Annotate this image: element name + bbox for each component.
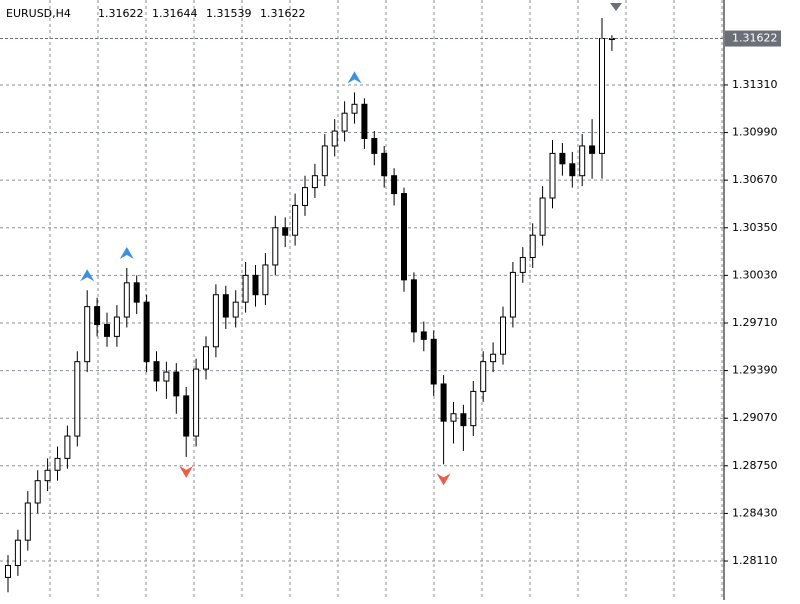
candle-body	[500, 316, 506, 355]
candle-body	[450, 413, 457, 422]
candle-body	[262, 264, 269, 296]
y-tick-label: 1.31310	[732, 78, 778, 91]
header-open: 1.31622	[98, 7, 144, 20]
candle-body	[272, 227, 279, 266]
y-tick-label: 1.29070	[732, 411, 778, 424]
candle-body	[24, 502, 31, 541]
candle-body	[64, 435, 71, 459]
fractal-up-arrow	[119, 246, 134, 259]
candle-body	[331, 130, 338, 147]
candle-body	[14, 539, 21, 566]
candle-body	[44, 469, 51, 482]
candle-body	[321, 145, 328, 177]
y-tick-label: 1.30030	[732, 268, 778, 281]
candle-body	[143, 301, 150, 363]
candle-body	[232, 301, 239, 318]
y-tick-label: 1.30990	[732, 126, 778, 139]
candle-body	[292, 204, 299, 236]
chart-shift-marker	[610, 3, 622, 11]
candle-body	[410, 279, 417, 333]
y-tick-label: 1.30350	[732, 221, 778, 234]
price-label: 1.31622	[732, 32, 778, 45]
candle-body	[94, 306, 101, 325]
fractal-down-arrow	[436, 473, 451, 486]
candle-body	[123, 282, 130, 318]
candle-body	[183, 395, 190, 437]
symbol-title: EURUSD,H4	[6, 7, 71, 20]
candle-body	[529, 234, 536, 259]
fractal-down-arrow	[179, 465, 194, 478]
candle-body	[351, 103, 358, 114]
fractal-up-arrow	[347, 71, 362, 84]
candle-body	[113, 316, 120, 337]
candle-body	[470, 390, 477, 427]
plot-area	[5, 18, 615, 593]
candle-body	[579, 145, 586, 177]
price-label-box	[725, 30, 781, 47]
candle-body	[282, 227, 289, 236]
candle-body	[589, 145, 596, 154]
candle-body	[361, 103, 368, 140]
candle-body	[539, 197, 546, 236]
candle-body	[371, 138, 378, 154]
y-tick-label: 1.29390	[732, 364, 778, 377]
candle-body	[242, 274, 249, 303]
candle-body	[203, 346, 209, 370]
candle-body	[490, 353, 497, 363]
candle-body	[5, 564, 11, 578]
candle-body	[549, 152, 556, 199]
candle-body	[84, 306, 91, 363]
header-low: 1.31539	[206, 7, 252, 20]
y-tick-label: 1.28750	[732, 459, 778, 472]
candle-body	[430, 338, 437, 385]
candle-body	[163, 371, 170, 382]
y-tick-label: 1.30670	[732, 173, 778, 186]
candle-body	[381, 152, 388, 177]
candle-body	[133, 282, 140, 303]
candle-body	[173, 371, 180, 397]
candle-body	[193, 368, 200, 437]
candle-body	[559, 152, 566, 165]
candle-body	[440, 383, 447, 422]
candle-body	[302, 187, 308, 206]
header: EURUSD,H4 1.31622 1.31644 1.31539 1.3162…	[6, 7, 306, 20]
candle-body	[74, 361, 81, 437]
candle-body	[34, 480, 41, 504]
candle-body	[341, 112, 348, 132]
candle-body	[599, 38, 605, 154]
candle-body	[569, 163, 576, 177]
candle-body	[420, 331, 427, 340]
candle-body	[460, 413, 467, 427]
fractal-up-arrow	[80, 269, 95, 282]
candle-body	[509, 271, 516, 318]
y-tick-label: 1.29710	[732, 316, 778, 329]
candle-body	[391, 175, 398, 195]
y-tick-label: 1.28110	[732, 554, 778, 567]
header-high: 1.31644	[152, 7, 198, 20]
candle-body	[54, 457, 61, 471]
candle-body	[401, 193, 407, 281]
y-tick-label: 1.28430	[732, 506, 778, 519]
candle-body	[252, 274, 259, 296]
candle-body	[311, 175, 318, 189]
candle-body	[222, 294, 229, 318]
candle-body	[153, 361, 160, 382]
candle-body	[519, 257, 526, 273]
candle-body	[104, 323, 110, 337]
header-close: 1.31622	[260, 7, 306, 20]
candle-body	[212, 294, 219, 348]
candle-body	[480, 361, 487, 392]
